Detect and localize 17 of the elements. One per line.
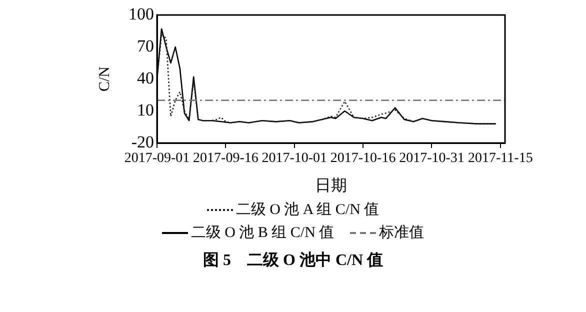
text: 图 5 二级 O 池中 C/N 值: [202, 250, 384, 271]
x-tick-label: 2017-09-16: [193, 151, 258, 166]
x-tick-label: 2017-10-16: [330, 151, 396, 166]
y-tick-label: 70: [137, 36, 154, 56]
legend-label: 二级 O 池 A 组 C/N 值: [234, 200, 380, 219]
y-tick-label: 100: [128, 4, 154, 24]
x-tick-label: 2017-10-01: [262, 151, 328, 166]
x-tick-label: 2017-09-01: [124, 151, 190, 166]
y-axis-title: C/N: [96, 66, 113, 92]
x-tick-label: 2017-10-31: [399, 151, 464, 166]
legend-label: 标准值: [378, 224, 424, 242]
y-tick-label: 10: [137, 100, 154, 120]
x-axis-title: 日期: [315, 176, 347, 195]
y-tick-label: 40: [137, 68, 154, 88]
y-tick-label: -20: [131, 132, 154, 152]
x-tick-label: 2017-11-15: [468, 151, 533, 166]
legend-label: 二级 O 池 B 组 C/N 值: [190, 224, 334, 242]
